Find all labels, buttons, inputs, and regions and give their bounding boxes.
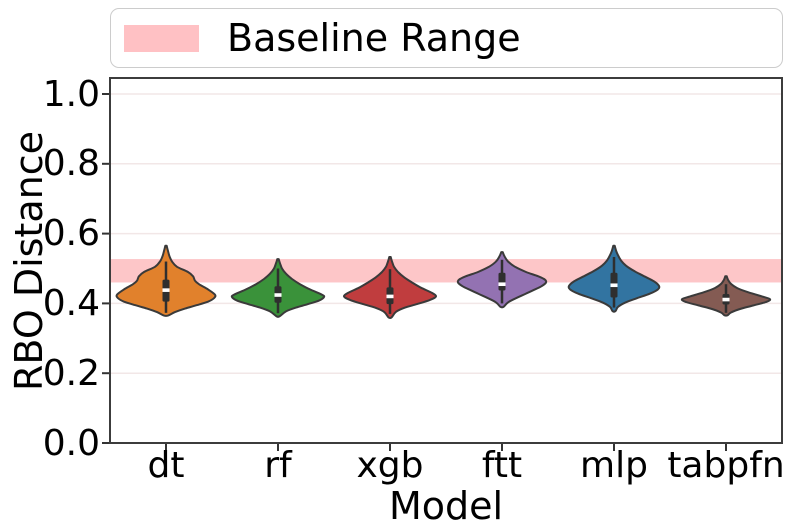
y-tick-label: 0.4 [42,283,100,324]
median-tabpfn [722,297,730,302]
x-tick-label: xgb [356,445,424,486]
median-dt [162,288,170,292]
y-tick-label: 0.0 [42,423,100,464]
x-tick-label: dt [147,445,185,486]
iqr-box-ftt [498,272,506,291]
x-axis-title: Model [388,484,504,528]
x-tick-label: mlp [580,445,648,486]
y-tick-label: 1.0 [42,74,100,115]
median-rf [274,293,282,297]
x-tick-label: ftt [481,445,523,486]
y-tick-label: 0.6 [42,213,100,254]
baseline-range-band [111,259,781,283]
y-tick-label: 0.2 [42,353,100,394]
median-xgb [386,294,394,299]
x-tick-label: rf [264,445,292,486]
legend: Baseline Range [110,8,783,68]
y-tick-label: 0.8 [42,143,100,184]
baseline-range-swatch [124,24,199,52]
legend-label: Baseline Range [227,16,521,60]
median-ftt [498,282,506,287]
x-tick-label: tabpfn [667,445,785,486]
axes-frame [109,77,783,444]
median-mlp [610,283,618,288]
